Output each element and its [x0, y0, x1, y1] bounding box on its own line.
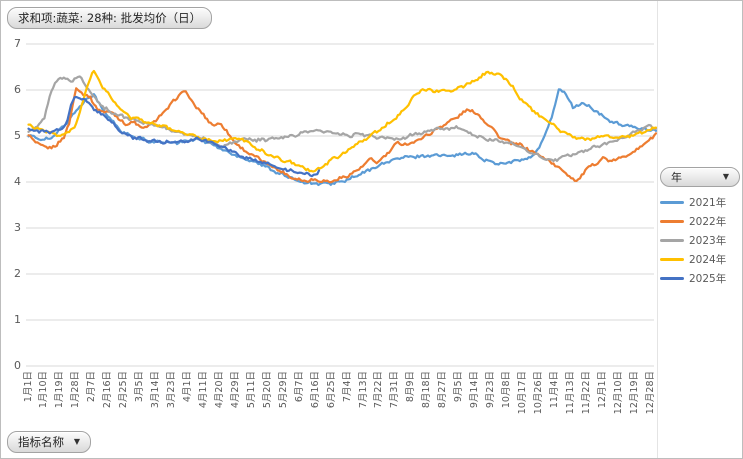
y-axis-label: 7 — [14, 37, 21, 50]
x-axis-label: 7月31日 — [389, 371, 401, 409]
value-field-label: 求和项:蔬菜: 28种: 批发均价（日） — [18, 11, 202, 25]
y-axis-label: 2 — [14, 267, 21, 280]
x-axis-label: 10月26日 — [533, 371, 544, 415]
x-axis-label: 10月8日 — [501, 371, 513, 409]
legend-item-2024年[interactable]: 2024年 — [660, 250, 742, 269]
legend-item-2021年[interactable]: 2021年 — [660, 193, 742, 212]
legend-line-swatch — [660, 201, 684, 204]
x-axis-label: 5月11日 — [245, 371, 257, 409]
series-line-2022年 — [27, 87, 658, 184]
x-axis-label: 3月5日 — [134, 371, 146, 403]
y-axis-label: 4 — [14, 175, 21, 188]
legend-line-swatch — [660, 277, 684, 280]
x-axis-label: 8月27日 — [437, 371, 449, 409]
x-axis-label: 8月18日 — [421, 371, 433, 409]
x-axis-label: 12月1日 — [596, 371, 608, 409]
legend-label: 2024年 — [689, 254, 727, 266]
legend-item-2025年[interactable]: 2025年 — [660, 269, 742, 288]
x-axis-label: 5月29日 — [277, 371, 289, 409]
x-axis-label: 6月7日 — [293, 371, 305, 403]
x-axis-label: 8月9日 — [405, 371, 417, 403]
x-axis-label: 2月16日 — [102, 371, 114, 409]
indicator-field-button[interactable]: 指标名称 ▼ — [7, 431, 91, 453]
y-axis-label: 0 — [14, 359, 21, 372]
y-axis-label: 1 — [14, 313, 21, 326]
x-axis-label: 9月5日 — [453, 371, 465, 403]
legend-label: 2021年 — [689, 197, 727, 209]
legend-line-swatch — [660, 258, 684, 261]
indicator-field-label: 指标名称 — [18, 435, 64, 449]
legend: 2021年 2022年 2023年 2024年 2025年 — [660, 193, 742, 288]
legend-item-2022年[interactable]: 2022年 — [660, 212, 742, 231]
x-axis-label: 11月4日 — [548, 371, 560, 409]
chevron-down-icon: ▼ — [722, 172, 729, 181]
series-line-2024年 — [27, 69, 658, 173]
legend-line-swatch — [660, 239, 684, 242]
legend-divider — [657, 1, 658, 458]
chevron-down-icon: ▼ — [73, 437, 80, 446]
x-axis-label: 2月25日 — [118, 371, 130, 409]
x-axis-label: 12月10日 — [612, 371, 624, 415]
x-axis-label: 11月13日 — [564, 371, 576, 415]
legend-label: 2025年 — [689, 273, 727, 285]
x-axis-label: 5月20日 — [261, 371, 273, 409]
x-axis-label: 6月16日 — [309, 371, 321, 409]
legend-label: 2022年 — [689, 216, 727, 228]
x-axis-label: 3月14日 — [150, 371, 162, 409]
y-axis-label: 6 — [14, 83, 21, 96]
x-axis-label: 10月17日 — [517, 371, 529, 415]
x-axis-label: 4月29日 — [229, 371, 241, 409]
x-axis-label: 4月11日 — [197, 371, 209, 409]
x-axis-label: 3月23日 — [166, 371, 178, 409]
y-axis-label: 3 — [14, 221, 21, 234]
x-axis-label: 7月13日 — [357, 371, 369, 409]
x-axis-label: 12月19日 — [628, 371, 640, 415]
x-axis-label: 4月1日 — [182, 371, 194, 403]
x-axis-label: 11月22日 — [580, 371, 592, 415]
x-axis-label: 6月25日 — [325, 371, 337, 409]
series-line-2023年 — [27, 75, 658, 163]
x-axis-label: 7月22日 — [373, 371, 385, 409]
year-field-label: 年 — [671, 171, 682, 184]
y-axis-label: 5 — [14, 129, 21, 142]
value-field-button[interactable]: 求和项:蔬菜: 28种: 批发均价（日） — [7, 7, 213, 29]
x-axis-label: 9月23日 — [485, 371, 497, 409]
x-axis-label: 12月28日 — [644, 371, 656, 415]
legend-label: 2023年 — [689, 235, 727, 247]
series-line-2025年 — [27, 95, 321, 178]
year-field-button[interactable]: 年 ▼ — [660, 167, 740, 187]
series-line-2021年 — [27, 88, 658, 187]
x-axis-label: 9月14日 — [469, 371, 481, 409]
x-axis-label: 4月20日 — [213, 371, 225, 409]
legend-line-swatch — [660, 220, 684, 223]
legend-item-2023年[interactable]: 2023年 — [660, 231, 742, 250]
x-axis-label: 7月4日 — [341, 371, 353, 403]
